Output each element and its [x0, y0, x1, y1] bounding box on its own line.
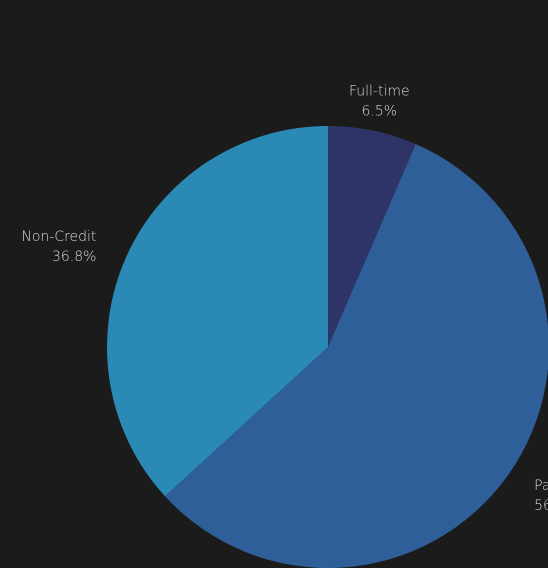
pie-slice-non-credit [107, 126, 329, 497]
pie-slice-part-time [165, 144, 548, 568]
slice-category-label: Part-time [534, 478, 548, 494]
pie-slice-full-time [328, 126, 416, 347]
slice-label-full-time: Full-time 6.5% [349, 83, 410, 119]
slice-label-non-credit: Non-Credit 36.8% [21, 229, 96, 265]
slice-percent-label: 36.8% [52, 249, 96, 265]
slice-percent-label: 56.7% [534, 498, 548, 514]
slice-label-part-time: Part-time 56.7% [534, 478, 548, 514]
slice-category-label: Non-Credit [21, 229, 96, 245]
slice-percent-label: 6.5% [362, 103, 398, 119]
slice-category-label: Full-time [349, 83, 410, 99]
